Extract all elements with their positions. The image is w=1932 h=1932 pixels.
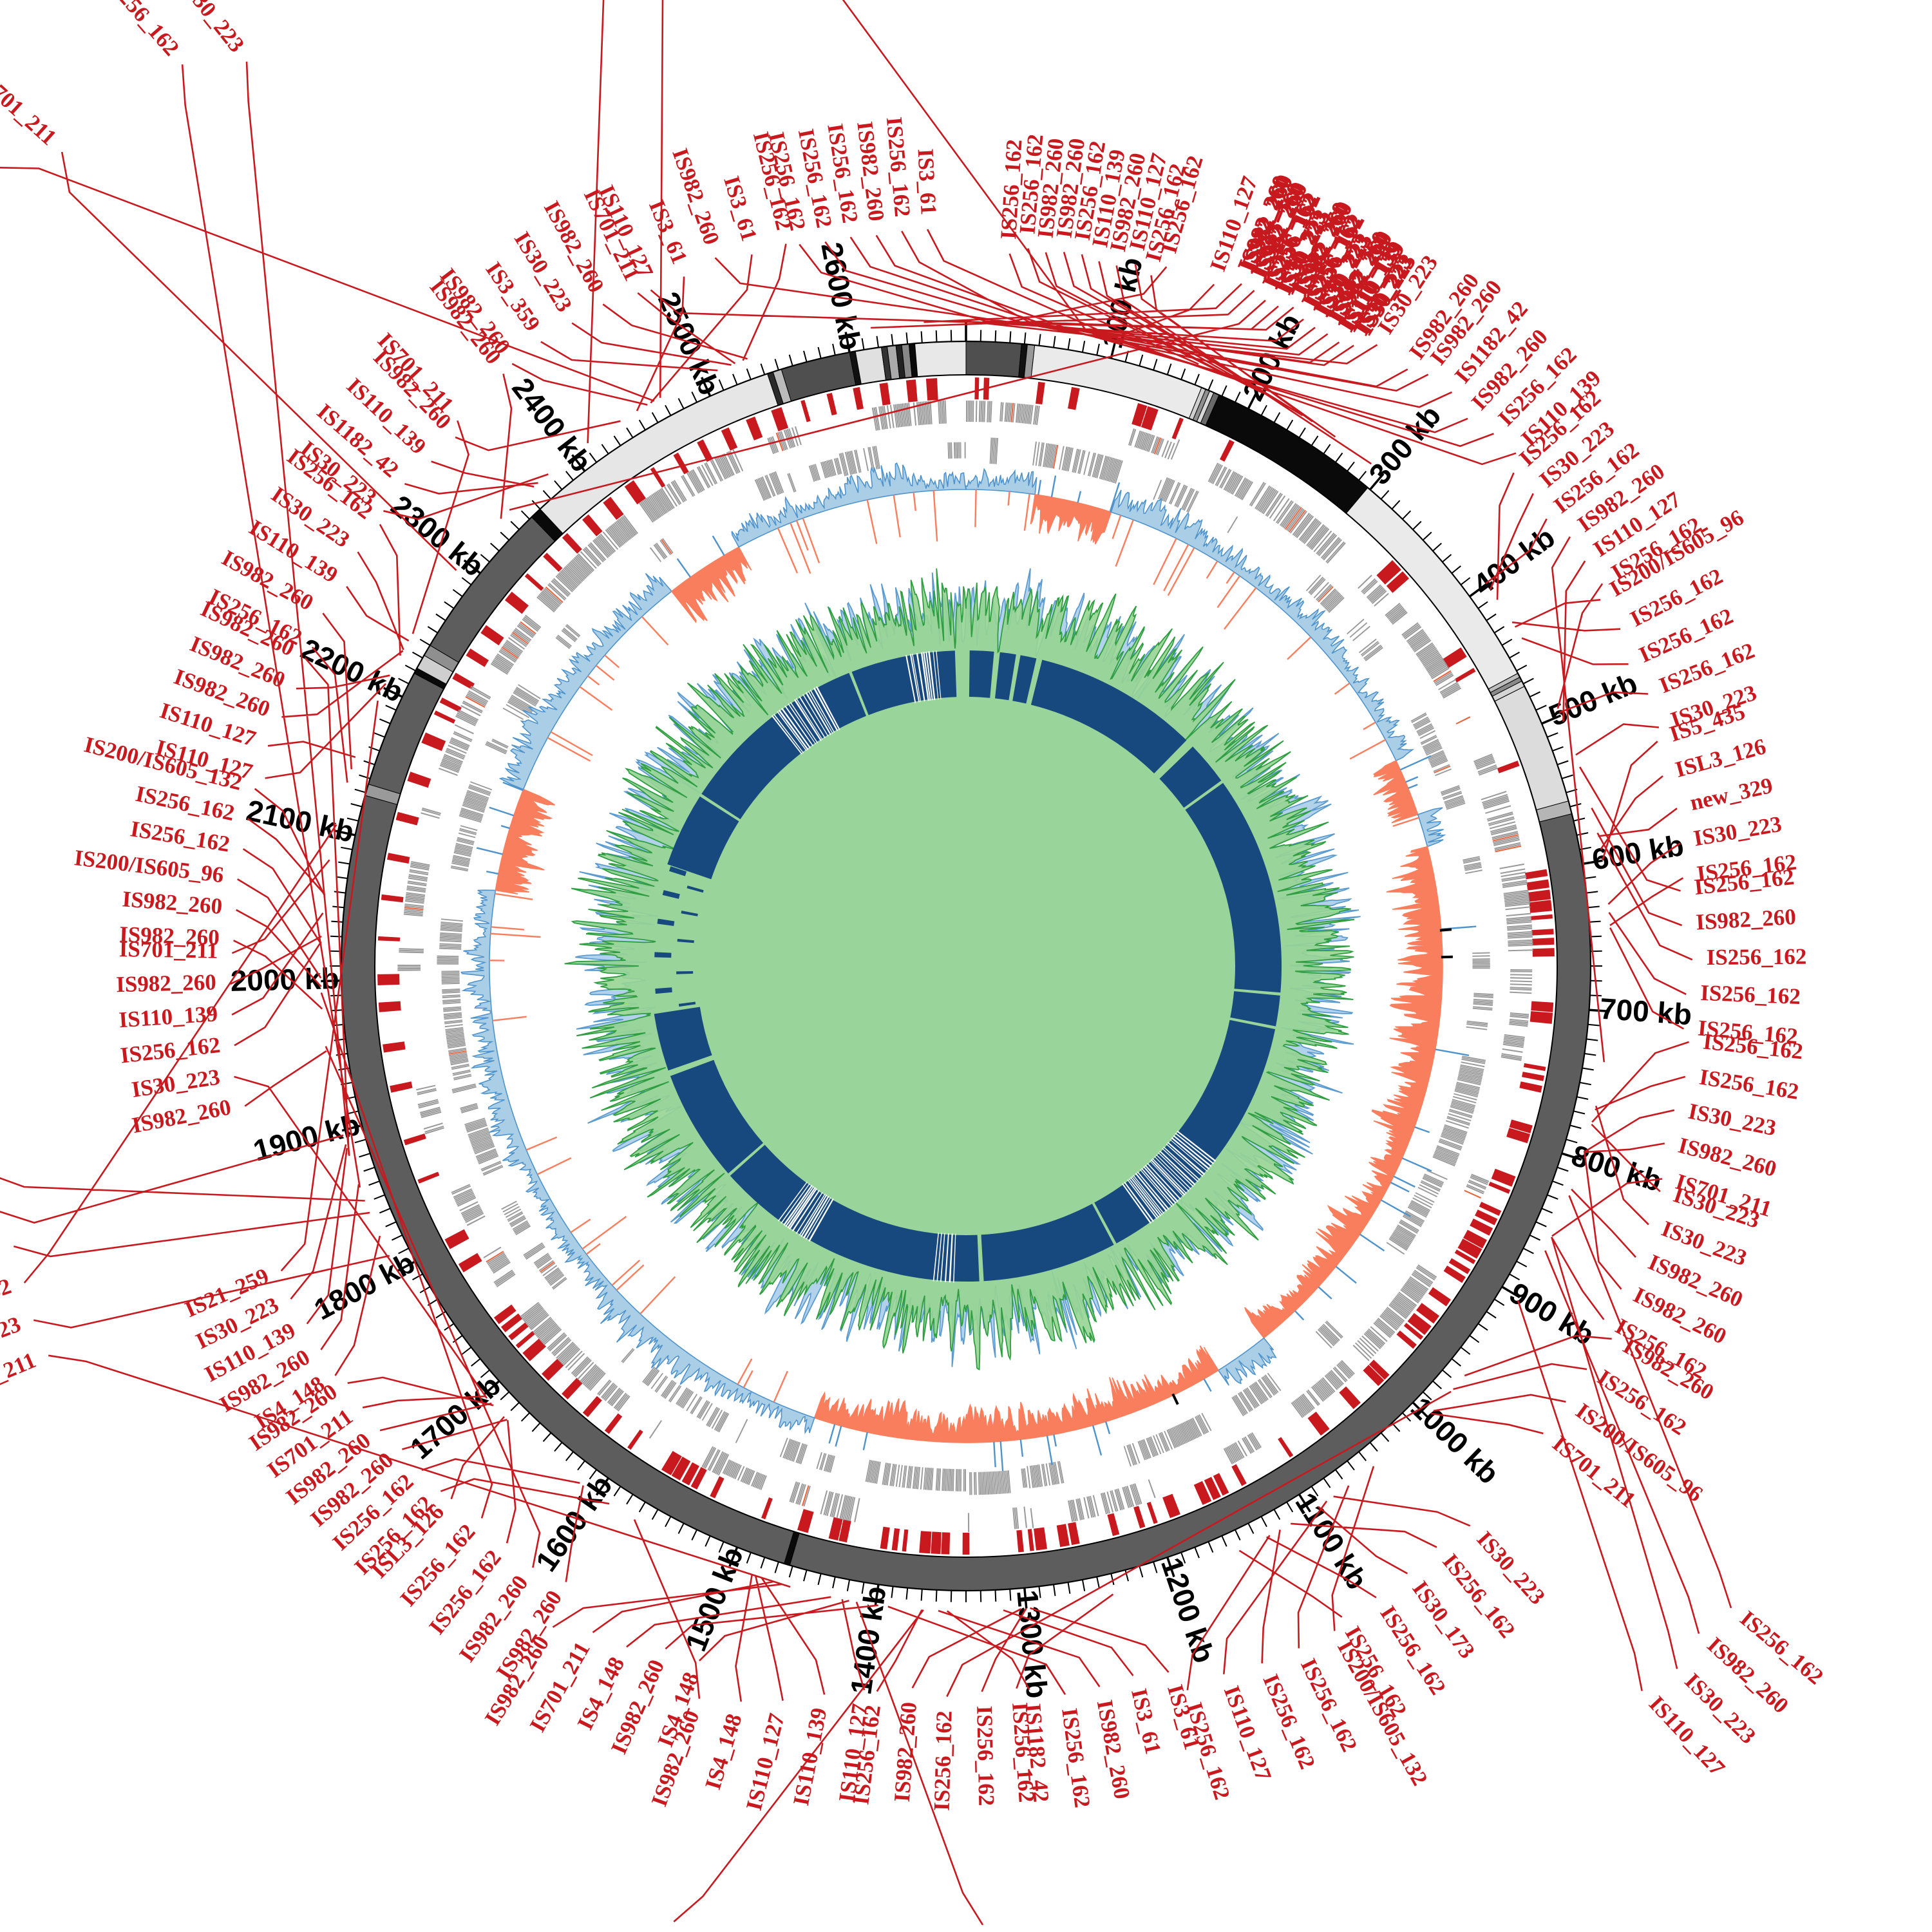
scale-label: 2200 kb	[296, 632, 409, 709]
is-label: IS982_260	[119, 922, 220, 950]
is-label: IS3_61	[719, 173, 762, 244]
scale-label: 2600 kb	[815, 240, 867, 353]
is-label: IS30_223	[175, 0, 249, 57]
is-label: IS982_260	[116, 969, 217, 997]
scale-label: 1000 kb	[1405, 1390, 1506, 1490]
is-label: IS3_61	[913, 148, 941, 216]
is-label: IS982_260	[889, 1701, 922, 1803]
scale-label: 300 kb	[1362, 399, 1447, 491]
is-label: IS110_139	[788, 1706, 832, 1808]
is-label: IS982_260	[1092, 1698, 1135, 1801]
is-label: IS256_162	[996, 138, 1027, 240]
is-label: IS256_162	[972, 1705, 999, 1806]
is-label: IS256_162	[119, 1032, 222, 1068]
scale-label: 1200 kb	[1155, 1553, 1222, 1667]
is-label: IS982_260	[1695, 904, 1797, 935]
is-label: IS110_127	[741, 1710, 790, 1813]
is-label: new_329	[1688, 773, 1776, 815]
scale-label: 2300 kb	[385, 488, 491, 583]
is-label: IS256_162	[99, 0, 184, 61]
scale-label: 900 kb	[1504, 1276, 1600, 1352]
scale-label: 2400 kb	[506, 372, 598, 478]
is-label: IS256_162	[1057, 1707, 1095, 1809]
is-label: IS110_139	[118, 1001, 218, 1032]
is-label: IS4_148	[700, 1711, 747, 1793]
is-label: IS256_162	[1698, 1065, 1801, 1104]
is-label: IS701_211	[0, 65, 61, 150]
contig-ring	[340, 340, 1592, 1592]
scale-label: 1300 kb	[1010, 1589, 1054, 1700]
scale-label: 800 kb	[1567, 1139, 1665, 1198]
is-label: IS701_211	[118, 936, 218, 963]
is-label: IS256_162	[1706, 944, 1806, 970]
is-label: IS3_61	[1126, 1686, 1166, 1756]
is-label: IS30_223	[1692, 811, 1784, 851]
is-label: IS30_223	[130, 1064, 222, 1102]
is-label: IS701_211	[0, 1347, 39, 1409]
gc-skew-track	[460, 462, 1477, 1472]
is-label: IS982_260	[130, 1094, 233, 1138]
scale-label: 1600 kb	[529, 1469, 618, 1577]
is-label: IS982_260	[121, 886, 223, 919]
scale-label: 1700 kb	[403, 1368, 507, 1466]
scale-label: 1800 kb	[308, 1245, 420, 1327]
major-ticks	[321, 321, 1610, 1609]
is-label: IS30_223	[1686, 1099, 1778, 1141]
scale-label: 2500 kb	[652, 287, 727, 400]
scale-label: 400 kb	[1467, 520, 1561, 602]
is-label: IS256_162	[929, 1710, 957, 1812]
is-label: IS256_162	[1700, 980, 1801, 1009]
leader-lines	[0, 0, 1732, 1926]
inner-navy-ring	[654, 650, 1282, 1283]
